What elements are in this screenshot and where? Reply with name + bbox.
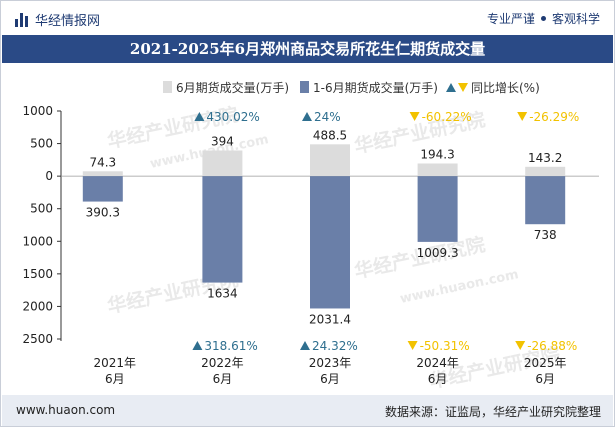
data-label-cumulative: 1009.3 — [417, 246, 459, 260]
bar-cumulative — [82, 176, 123, 202]
growth-label-monthly: 24% — [314, 110, 341, 124]
x-tick-label: 2022年 6月 — [201, 356, 244, 386]
chart-title: 2021-2025年6月郑州商品交易所花生仁期货成交量 — [2, 35, 613, 63]
bar-monthly — [417, 163, 458, 177]
bar-monthly — [202, 150, 243, 177]
y-tick-label: 500 — [30, 202, 53, 216]
y-tick-label: 2000 — [22, 299, 53, 313]
watermark-url: www.huaon.com — [399, 267, 520, 307]
bars — [82, 144, 566, 309]
data-label-cumulative: 390.3 — [86, 206, 120, 220]
labels: 74.3 390.3 394 1634 430.02% 318.61% 488.5 2031.… — [86, 110, 580, 353]
tagline-2: 客观科学 — [551, 12, 600, 26]
legend-swatch-cumulative — [300, 81, 309, 93]
growth-label-cumulative: -50.31% — [420, 339, 470, 353]
data-label-cumulative: 2031.4 — [309, 312, 351, 326]
growth-up-triangle-icon — [192, 341, 203, 350]
bar-monthly — [525, 166, 566, 177]
legend-down-triangle-icon — [458, 83, 468, 92]
data-label-monthly: 488.5 — [313, 128, 347, 142]
brand-name: 华经情报网 — [35, 14, 101, 29]
data-label-cumulative: 1634 — [207, 287, 238, 301]
growth-label-cumulative: -26.88% — [527, 339, 577, 353]
data-label-monthly: 394 — [211, 134, 234, 148]
y-tick-label: 1000 — [22, 104, 53, 118]
growth-up-triangle-icon — [302, 112, 312, 121]
y-tick-label: 2500 — [22, 332, 53, 346]
growth-up-triangle-icon — [300, 341, 310, 350]
growth-label-monthly: -60.22% — [422, 110, 472, 124]
legend-swatch-monthly — [163, 81, 172, 93]
y-tick-label: 500 — [30, 137, 53, 151]
x-tick-label: 2024年 6月 — [416, 356, 459, 386]
legend-label-growth: 同比增长(%) — [471, 81, 540, 95]
bar-cumulative — [525, 176, 566, 225]
tagline: 专业严谨 客观科学 — [487, 10, 600, 27]
growth-up-triangle-icon — [194, 112, 205, 121]
growth-down-triangle-icon — [409, 112, 420, 121]
data-label-monthly: 194.3 — [420, 147, 454, 161]
footer-url: www.huaon.com — [16, 403, 116, 417]
x-tick-label: 2021年 6月 — [94, 356, 137, 386]
x-tick-label: 2025年 6月 — [524, 356, 567, 386]
data-label-cumulative: 738 — [534, 228, 557, 242]
footer: www.huaon.com 数据来源：证监局，华经产业研究院整理 — [2, 395, 613, 426]
legend: 6月期货成交量(万手) 1-6月期货成交量(万手) 同比增长(%) — [163, 80, 540, 95]
legend-label-monthly: 6月期货成交量(万手) — [176, 80, 289, 95]
x-tick-label: 2023年 6月 — [309, 356, 352, 386]
growth-down-triangle-icon — [515, 341, 526, 350]
data-label-monthly: 143.2 — [528, 151, 562, 165]
growth-label-monthly: 430.02% — [206, 110, 259, 124]
legend-label-cumulative: 1-6月期货成交量(万手) — [313, 80, 438, 95]
bar-monthly — [310, 144, 350, 177]
growth-label-cumulative: 24.32% — [312, 339, 358, 353]
growth-down-triangle-icon — [517, 112, 528, 121]
bullet-icon — [540, 16, 546, 21]
y-tick-label: 0 — [45, 169, 53, 183]
y-tick-label: 1000 — [22, 234, 53, 248]
axes: 1000 500 0 500 1000 1500 2000 2500 2021年 6月 2022年 6… — [22, 104, 599, 386]
bar-logo-icon — [15, 12, 29, 27]
bar-cumulative — [202, 176, 243, 283]
bar-monthly — [82, 171, 123, 177]
data-label-monthly: 74.3 — [89, 155, 116, 169]
growth-label-cumulative: 318.61% — [204, 339, 257, 353]
growth-label-monthly: -26.29% — [529, 110, 579, 124]
legend-up-triangle-icon — [446, 83, 456, 92]
chart: 6月期货成交量(万手) 1-6月期货成交量(万手) 同比增长(%) 华经产业研究… — [22, 80, 599, 393]
brand: 华经情报网 — [15, 10, 100, 29]
header: 华经情报网 专业严谨 客观科学 — [1, 1, 614, 35]
bar-cumulative — [310, 176, 350, 309]
tagline-1: 专业严谨 — [486, 12, 535, 26]
growth-down-triangle-icon — [407, 341, 418, 350]
footer-source: 数据来源：证监局，华经产业研究院整理 — [384, 405, 601, 419]
y-tick-label: 1500 — [22, 267, 53, 281]
bar-cumulative — [417, 176, 458, 242]
